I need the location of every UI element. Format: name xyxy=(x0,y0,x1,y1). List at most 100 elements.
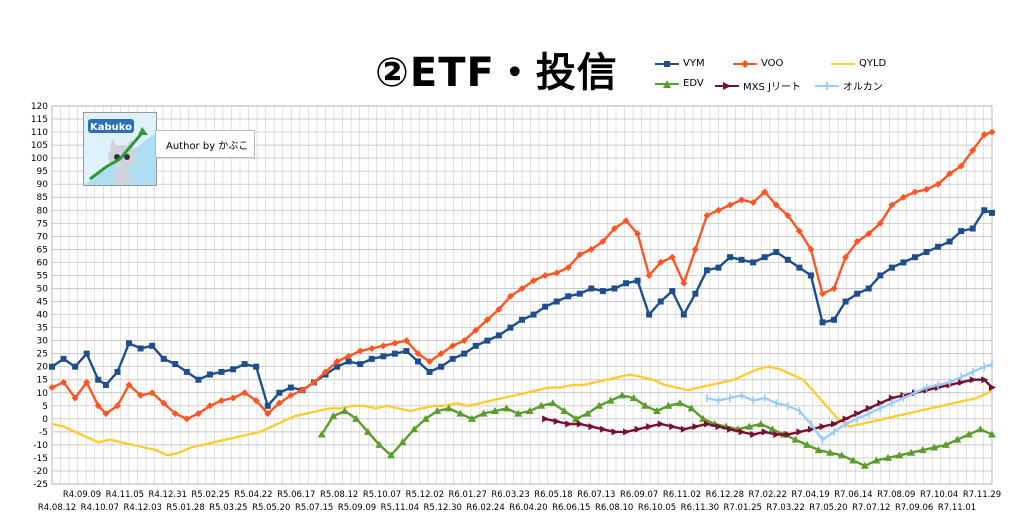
series-1-point xyxy=(137,391,145,399)
series-4-point xyxy=(750,430,758,438)
legend-marker-vym xyxy=(655,60,679,67)
series-3-point xyxy=(410,425,419,433)
series-3-point xyxy=(964,430,973,438)
series-0-point xyxy=(49,363,55,370)
series-1-point xyxy=(761,188,769,196)
series-0-point xyxy=(989,209,995,216)
series-0-point xyxy=(102,381,109,388)
series-3-point xyxy=(803,440,812,448)
series-0-point xyxy=(95,376,102,383)
y-tick-label: 30 xyxy=(37,337,49,347)
series-4-point xyxy=(888,394,896,402)
x-tick-label-lower: R6.11.30 xyxy=(681,503,719,513)
series-1-point xyxy=(957,162,965,170)
legend-item-mxs: MXS Jリート xyxy=(715,78,801,93)
series-1-point xyxy=(437,350,445,358)
x-tick-label-upper: R7.06.14 xyxy=(834,490,872,500)
series-0-point xyxy=(83,350,90,357)
y-tick-label: 95 xyxy=(37,167,48,177)
y-tick-label: -25 xyxy=(33,480,48,490)
series-0-point xyxy=(218,368,225,375)
series-0-point xyxy=(900,259,907,266)
series-0-point xyxy=(60,355,67,362)
series-0-point xyxy=(623,280,630,287)
series-1-point xyxy=(853,238,861,246)
legend-item-edv: EDV xyxy=(655,78,704,89)
series-0-point xyxy=(368,355,375,362)
series-0-point xyxy=(958,228,965,235)
series-0-point xyxy=(403,348,410,355)
y-tick-label: 100 xyxy=(31,154,48,164)
series-0-point xyxy=(761,254,768,261)
series-3-point xyxy=(814,446,823,454)
legend-item-voo: VOO xyxy=(733,58,783,69)
x-tick-label-upper: R7.08.09 xyxy=(877,490,915,500)
series-0-point xyxy=(484,337,491,344)
legend-item-orukan: オルカン xyxy=(815,78,883,93)
series-1-point xyxy=(102,410,110,418)
x-tick-label-lower: R7.09.06 xyxy=(895,503,933,513)
series-0-point xyxy=(414,358,421,365)
series-4-point xyxy=(807,425,815,433)
series-0-point xyxy=(750,259,757,266)
series-3-point xyxy=(317,430,326,438)
chart-legend: VYM VOO QYLD EDV MXS Jリート オルカン xyxy=(655,58,905,98)
x-tick-label-upper: R7.10.04 xyxy=(920,490,958,500)
x-tick-label-lower: R5.11.04 xyxy=(381,503,419,513)
series-4-point xyxy=(588,423,596,431)
series-0-point xyxy=(230,366,237,373)
series-3-point xyxy=(883,453,892,461)
series-3-point xyxy=(479,409,488,417)
series-1-point xyxy=(842,253,850,261)
x-tick-label-upper: R5.04.22 xyxy=(234,490,272,500)
series-1-point xyxy=(830,284,838,292)
series-1-point xyxy=(645,271,653,279)
series-4-point xyxy=(761,428,769,436)
series-3-point xyxy=(583,409,592,417)
series-3-point xyxy=(502,404,511,412)
series-4-point xyxy=(623,428,631,436)
series-4-point xyxy=(969,376,977,384)
x-tick-label-lower: R5.07.15 xyxy=(295,503,333,513)
series-3-point xyxy=(699,414,708,422)
series-1-point xyxy=(691,245,699,253)
series-4-point xyxy=(854,410,862,418)
series-1-point xyxy=(94,402,102,410)
series-1-point xyxy=(772,201,780,209)
series-1-point xyxy=(333,357,341,365)
series-0-point xyxy=(241,361,248,368)
series-3-point xyxy=(629,393,638,401)
series-0-point xyxy=(842,298,849,305)
series-1-point xyxy=(587,245,595,253)
series-3-point xyxy=(687,404,696,412)
y-tick-label: 5 xyxy=(42,402,48,412)
series-3-point xyxy=(895,451,904,459)
series-4-point xyxy=(773,430,781,438)
series-4-point xyxy=(819,423,827,431)
x-tick-label-upper: R7.04.19 xyxy=(791,490,829,500)
series-0-point xyxy=(438,363,445,370)
series-1-point xyxy=(599,238,607,246)
series-1-point xyxy=(726,201,734,209)
series-3-point xyxy=(537,401,546,409)
series-3-point xyxy=(872,456,881,464)
x-tick-label-upper: R7.11.29 xyxy=(963,490,1001,500)
series-1-point xyxy=(322,368,330,376)
series-0-point xyxy=(773,248,780,255)
series-1-point xyxy=(703,211,711,219)
series-0-point xyxy=(796,264,803,271)
series-0-point xyxy=(72,363,79,370)
legend-marker-orukan xyxy=(815,81,839,90)
y-tick-label: 20 xyxy=(37,363,49,373)
series-4-point xyxy=(958,378,966,386)
series-1-point xyxy=(934,180,942,188)
series-0-point xyxy=(935,243,942,250)
series-0-point xyxy=(519,316,525,323)
series-1-point xyxy=(899,193,907,201)
x-tick-label-upper: R6.09.07 xyxy=(620,490,658,500)
series-1-point xyxy=(275,399,283,407)
series-0-point xyxy=(738,256,745,263)
x-tick-label-lower: R6.06.15 xyxy=(552,503,590,513)
series-1-point xyxy=(402,337,410,345)
y-tick-label: 35 xyxy=(37,324,48,334)
